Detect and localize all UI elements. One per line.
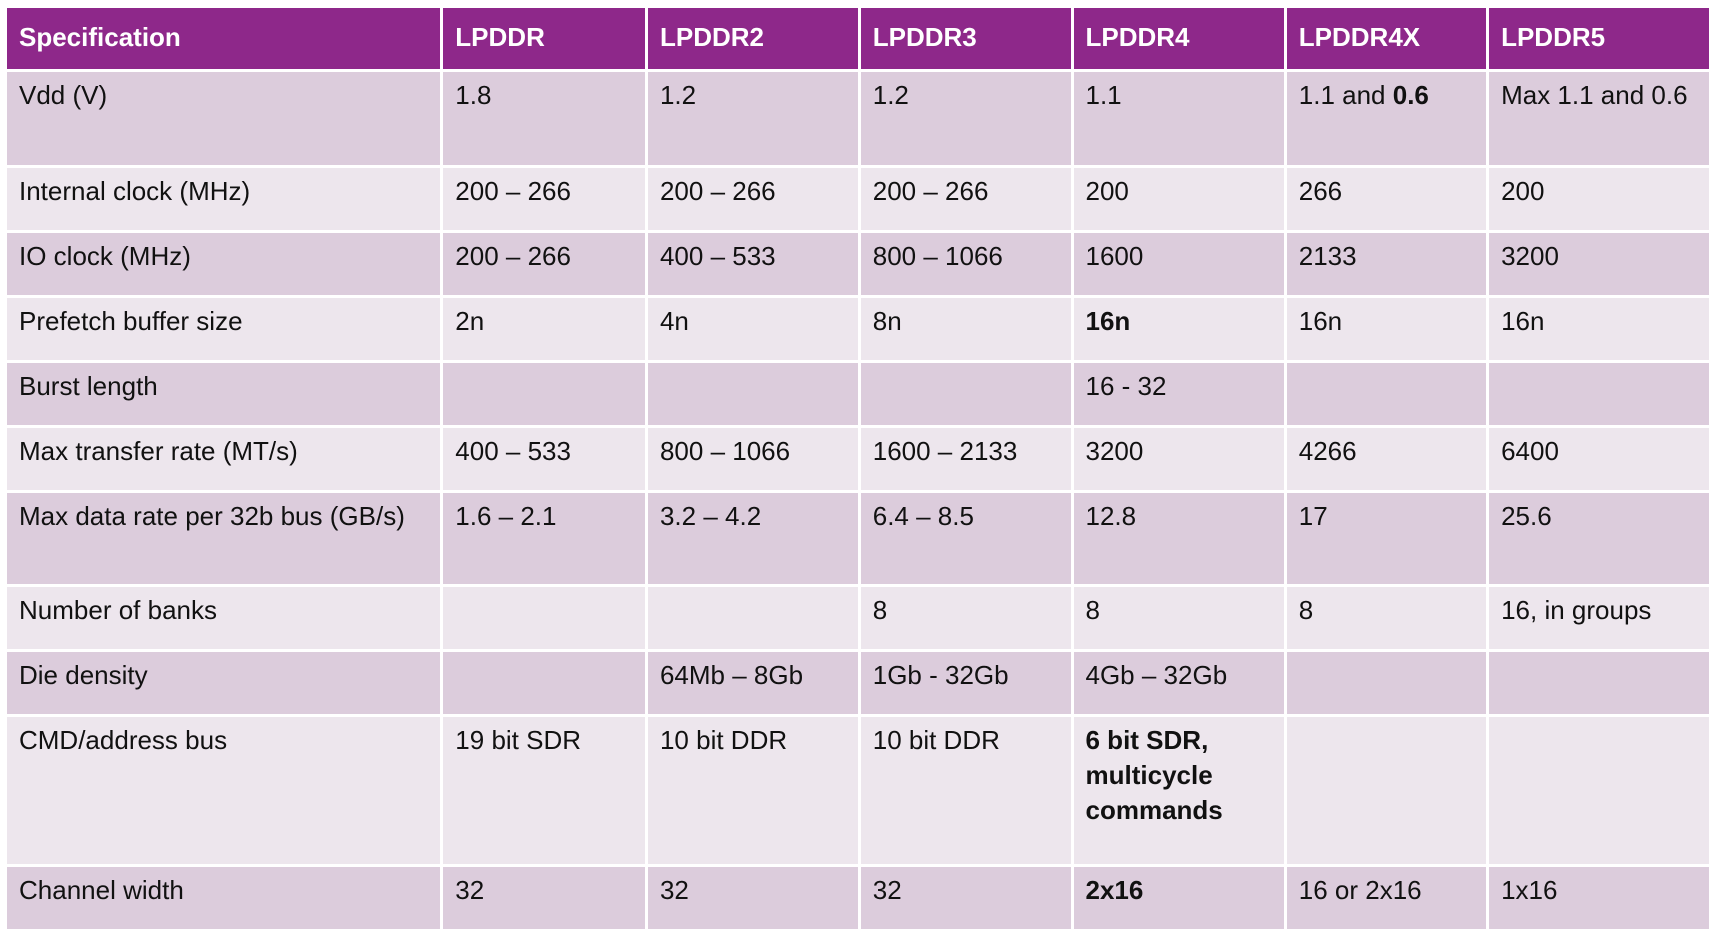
cell: 19 bit SDR	[443, 717, 645, 864]
row-label: IO clock (MHz)	[7, 233, 441, 295]
table-row-max-data-rate: Max data rate per 32b bus (GB/s) 1.6 – 2…	[7, 493, 1709, 584]
row-label: Number of banks	[7, 587, 441, 649]
cell: 1x16	[1489, 867, 1709, 929]
cell: 8	[860, 587, 1071, 649]
row-label: Internal clock (MHz)	[7, 168, 441, 230]
table-row-internal-clock: Internal clock (MHz) 200 – 266 200 – 266…	[7, 168, 1709, 230]
cell: 32	[443, 867, 645, 929]
cell: 200 – 266	[860, 168, 1071, 230]
header-lpddr4: LPDDR4	[1073, 8, 1284, 69]
cell: 3.2 – 4.2	[647, 493, 858, 584]
cell: 6 bit SDR, multicycle commands	[1073, 717, 1284, 864]
cell	[1489, 717, 1709, 864]
cell: 800 – 1066	[860, 233, 1071, 295]
cell: 1600	[1073, 233, 1284, 295]
cell: 1.6 – 2.1	[443, 493, 645, 584]
cell: 400 – 533	[647, 233, 858, 295]
cell: 1Gb - 32Gb	[860, 652, 1071, 714]
cell: 200 – 266	[647, 168, 858, 230]
cell: 1600 – 2133	[860, 428, 1071, 490]
cell: 1.2	[647, 72, 858, 165]
cell: 17	[1286, 493, 1487, 584]
table-row-number-of-banks: Number of banks 8 8 8 16, in groups	[7, 587, 1709, 649]
cell: 12.8	[1073, 493, 1284, 584]
cell: 400 – 533	[443, 428, 645, 490]
cell: 4Gb – 32Gb	[1073, 652, 1284, 714]
row-label: Max transfer rate (MT/s)	[7, 428, 441, 490]
cell: 1.2	[860, 72, 1071, 165]
cell	[860, 363, 1071, 425]
row-label: Max data rate per 32b bus (GB/s)	[7, 493, 441, 584]
row-label: Vdd (V)	[7, 72, 441, 165]
cell: 16, in groups	[1489, 587, 1709, 649]
cell: 1.1	[1073, 72, 1284, 165]
cell	[1489, 363, 1709, 425]
cell	[647, 587, 858, 649]
cell: 3200	[1489, 233, 1709, 295]
cell: 8	[1286, 587, 1487, 649]
cell: 4n	[647, 298, 858, 360]
cell: 64Mb – 8Gb	[647, 652, 858, 714]
cell: 200	[1073, 168, 1284, 230]
cell: 32	[860, 867, 1071, 929]
cell: 16n	[1073, 298, 1284, 360]
cell: 8n	[860, 298, 1071, 360]
table-row-vdd: Vdd (V) 1.8 1.2 1.2 1.1 1.1 and 0.6 Max …	[7, 72, 1709, 165]
header-lpddr4x: LPDDR4X	[1286, 8, 1487, 69]
header-lpddr3: LPDDR3	[860, 8, 1071, 69]
cell: 200 – 266	[443, 233, 645, 295]
table-row-max-transfer-rate: Max transfer rate (MT/s) 400 – 533 800 –…	[7, 428, 1709, 490]
cell	[1286, 717, 1487, 864]
row-label: Die density	[7, 652, 441, 714]
header-lpddr5: LPDDR5	[1489, 8, 1709, 69]
cell	[1286, 652, 1487, 714]
cell: 16n	[1286, 298, 1487, 360]
cell: 16 or 2x16	[1286, 867, 1487, 929]
cell: 200	[1489, 168, 1709, 230]
cell-text: 1.1 and	[1298, 80, 1393, 110]
cell: 10 bit DDR	[860, 717, 1071, 864]
header-specification: Specification	[7, 8, 441, 69]
table-row-prefetch: Prefetch buffer size 2n 4n 8n 16n 16n 16…	[7, 298, 1709, 360]
row-label: Prefetch buffer size	[7, 298, 441, 360]
row-label: Burst length	[7, 363, 441, 425]
header-lpddr: LPDDR	[443, 8, 645, 69]
cell: 6.4 – 8.5	[860, 493, 1071, 584]
cell: 32	[647, 867, 858, 929]
row-label: CMD/address bus	[7, 717, 441, 864]
cell: 1.8	[443, 72, 645, 165]
row-label: Channel width	[7, 867, 441, 929]
cell: 1.1 and 0.6	[1286, 72, 1487, 165]
cell: 16n	[1489, 298, 1709, 360]
cell: 10 bit DDR	[647, 717, 858, 864]
cell	[443, 652, 645, 714]
header-lpddr2: LPDDR2	[647, 8, 858, 69]
cell	[1489, 652, 1709, 714]
cell: 2x16	[1073, 867, 1284, 929]
cell: 6400	[1489, 428, 1709, 490]
cell: 16 - 32	[1073, 363, 1284, 425]
cell: 2133	[1286, 233, 1487, 295]
cell	[443, 587, 645, 649]
cell	[647, 363, 858, 425]
table-row-io-clock: IO clock (MHz) 200 – 266 400 – 533 800 –…	[7, 233, 1709, 295]
cell: 4266	[1286, 428, 1487, 490]
cell: 8	[1073, 587, 1284, 649]
cell: 800 – 1066	[647, 428, 858, 490]
cell: Max 1.1 and 0.6	[1489, 72, 1709, 165]
cell-bold-text: 0.6	[1392, 80, 1429, 110]
table-row-burst-length: Burst length 16 - 32	[7, 363, 1709, 425]
header-row: Specification LPDDR LPDDR2 LPDDR3 LPDDR4…	[7, 8, 1709, 69]
table-row-cmd-address-bus: CMD/address bus 19 bit SDR 10 bit DDR 10…	[7, 717, 1709, 864]
cell	[443, 363, 645, 425]
lpddr-spec-table: Specification LPDDR LPDDR2 LPDDR3 LPDDR4…	[4, 5, 1709, 932]
cell: 2n	[443, 298, 645, 360]
cell: 200 – 266	[443, 168, 645, 230]
cell: 3200	[1073, 428, 1284, 490]
table-row-channel-width: Channel width 32 32 32 2x16 16 or 2x16 1…	[7, 867, 1709, 929]
cell	[1286, 363, 1487, 425]
cell: 25.6	[1489, 493, 1709, 584]
table-row-die-density: Die density 64Mb – 8Gb 1Gb - 32Gb 4Gb – …	[7, 652, 1709, 714]
cell: 266	[1286, 168, 1487, 230]
